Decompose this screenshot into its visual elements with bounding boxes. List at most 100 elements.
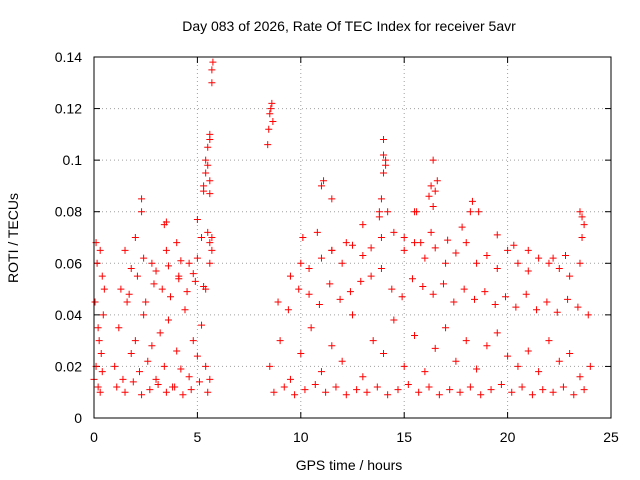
- data-point: [562, 252, 570, 260]
- data-point: [156, 329, 164, 337]
- data-point: [336, 295, 344, 303]
- data-point: [400, 234, 408, 241]
- data-point: [131, 234, 139, 241]
- data-point: [524, 347, 532, 355]
- data-point: [91, 298, 99, 306]
- data-point: [524, 246, 532, 254]
- data-point: [359, 373, 367, 381]
- data-point: [512, 303, 520, 311]
- data-point: [274, 298, 282, 306]
- data-point: [209, 58, 217, 66]
- data-point: [173, 347, 181, 355]
- data-point: [439, 280, 447, 288]
- data-point: [123, 298, 131, 306]
- data-point: [320, 177, 328, 185]
- data-point: [204, 388, 212, 396]
- data-point: [578, 234, 586, 241]
- data-point: [442, 324, 450, 332]
- data-point: [119, 375, 127, 383]
- data-point: [380, 151, 388, 159]
- data-point: [266, 110, 274, 118]
- data-point: [297, 259, 305, 267]
- data-point: [349, 241, 356, 249]
- data-point: [208, 66, 216, 74]
- data-point: [369, 337, 377, 345]
- data-point: [580, 386, 588, 394]
- data-point: [493, 264, 501, 272]
- data-point: [566, 350, 574, 358]
- data-point: [142, 298, 150, 306]
- data-point: [518, 383, 526, 391]
- data-point: [317, 182, 325, 190]
- data-point: [576, 259, 584, 267]
- data-point: [291, 391, 299, 399]
- y-tick-label: 0.1: [63, 152, 83, 168]
- data-point: [342, 239, 350, 247]
- data-point: [164, 262, 172, 270]
- data-point: [94, 383, 102, 391]
- x-tick-label: 0: [90, 429, 98, 445]
- data-point: [173, 239, 181, 247]
- data-point: [491, 301, 499, 309]
- data-point: [326, 280, 334, 288]
- data-point: [286, 375, 294, 383]
- data-point: [305, 290, 313, 298]
- data-point: [431, 244, 439, 252]
- data-point: [185, 373, 193, 381]
- data-point: [150, 280, 158, 288]
- data-point: [111, 362, 119, 370]
- data-point: [462, 239, 470, 247]
- data-point: [466, 208, 474, 216]
- data-points: [90, 58, 594, 399]
- data-point: [206, 177, 214, 185]
- data-point: [543, 298, 551, 306]
- data-point: [377, 195, 385, 203]
- data-point: [266, 362, 274, 370]
- data-point: [446, 386, 454, 394]
- data-point: [444, 236, 452, 244]
- data-point: [191, 277, 199, 285]
- data-point: [535, 368, 543, 376]
- data-point: [549, 254, 557, 262]
- data-point: [466, 383, 474, 391]
- data-point: [528, 391, 536, 399]
- x-tick-label: 10: [293, 429, 309, 445]
- data-point: [315, 301, 323, 309]
- data-point: [549, 388, 557, 396]
- data-point: [504, 352, 512, 360]
- data-point: [390, 228, 398, 236]
- data-point: [198, 321, 206, 329]
- data-point: [208, 246, 216, 254]
- data-point: [578, 213, 586, 221]
- data-point: [382, 161, 390, 169]
- data-point: [193, 254, 201, 262]
- data-point: [93, 259, 101, 267]
- data-point: [493, 231, 501, 239]
- data-point: [138, 391, 146, 399]
- data-point: [202, 156, 210, 164]
- data-point: [375, 208, 383, 216]
- data-point: [177, 365, 185, 373]
- data-point: [363, 388, 371, 396]
- data-point: [433, 177, 441, 185]
- data-point: [193, 215, 201, 223]
- data-point: [493, 329, 501, 337]
- data-point: [346, 288, 354, 296]
- data-point: [96, 388, 104, 396]
- data-point: [198, 234, 206, 241]
- data-point: [452, 357, 460, 365]
- data-point: [204, 161, 212, 169]
- data-point: [545, 259, 553, 267]
- data-point: [206, 375, 214, 383]
- data-point: [164, 316, 172, 324]
- data-point: [522, 290, 530, 298]
- data-point: [297, 350, 305, 358]
- data-point: [140, 254, 148, 262]
- data-point: [115, 324, 123, 332]
- data-point: [502, 293, 510, 301]
- data-point: [338, 259, 346, 267]
- data-point: [555, 357, 563, 365]
- data-point: [208, 234, 216, 241]
- data-point: [206, 130, 214, 138]
- data-point: [510, 241, 518, 249]
